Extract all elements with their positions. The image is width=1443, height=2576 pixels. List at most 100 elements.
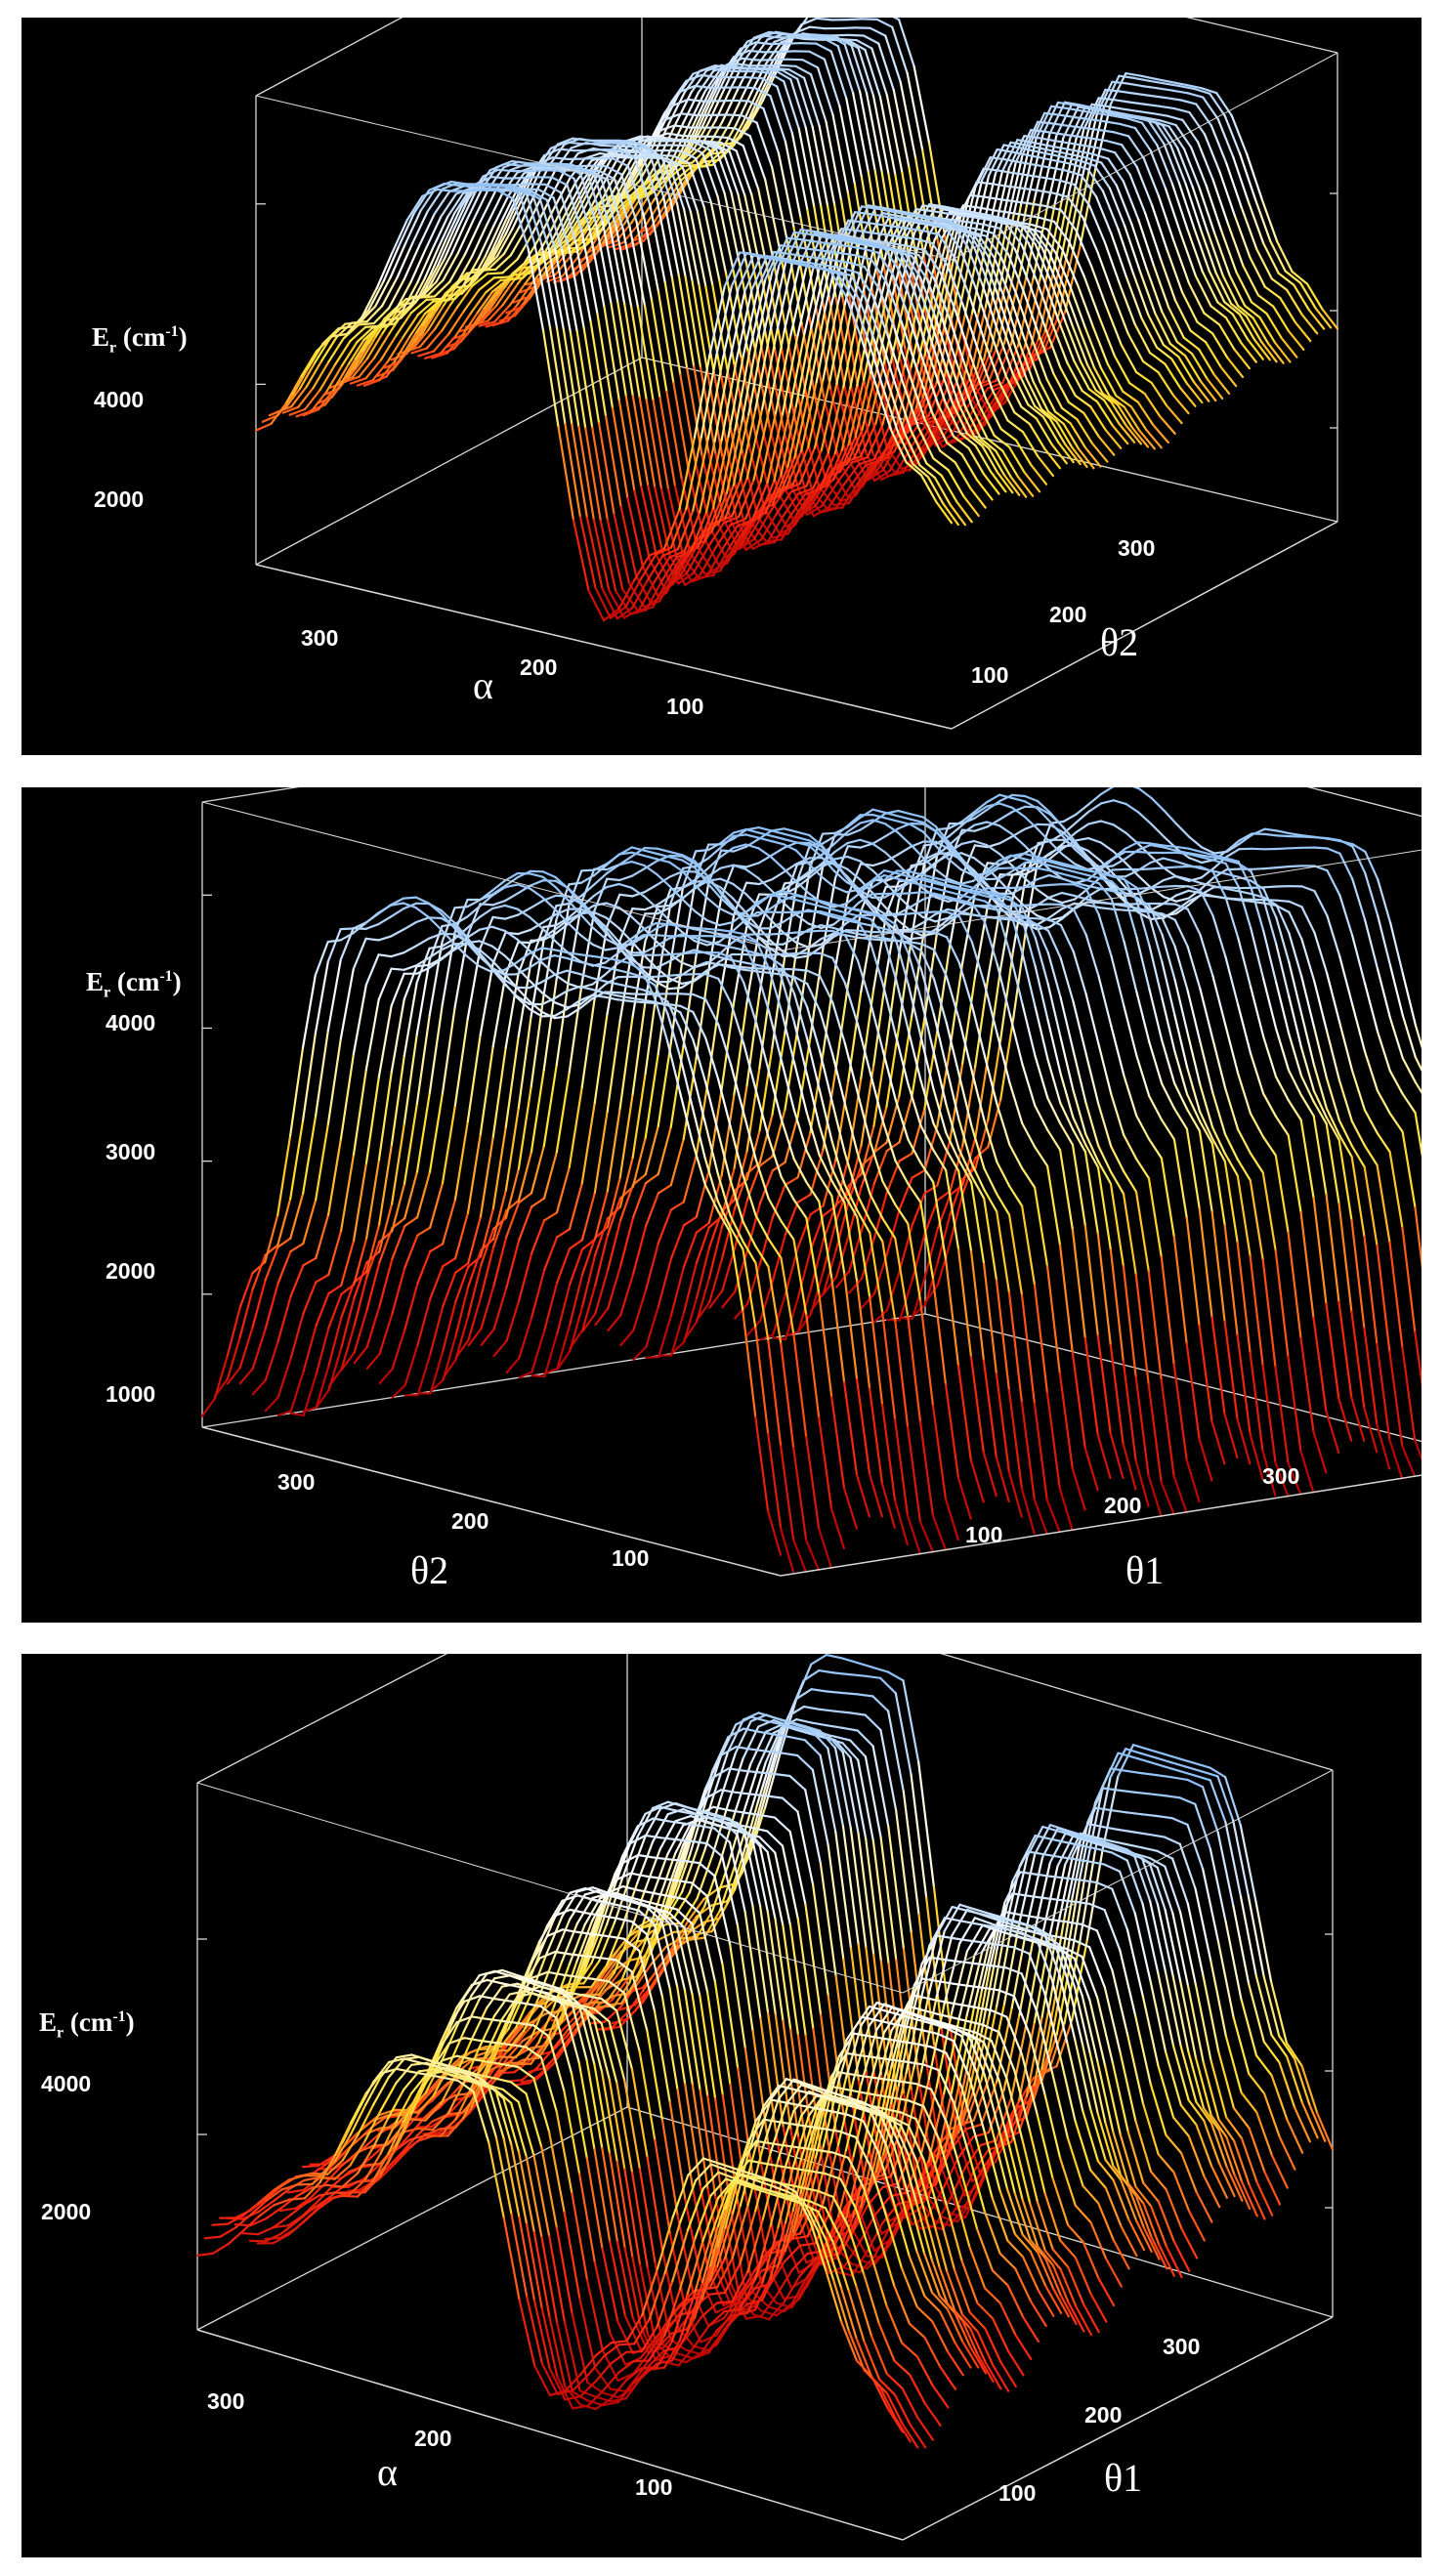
surface-segment	[1024, 144, 1042, 150]
surface-segment	[1046, 1128, 1062, 1152]
surface-segment	[696, 210, 714, 286]
surface-segment	[792, 1061, 808, 1115]
surface-segment	[779, 63, 797, 67]
surface-segment	[806, 896, 822, 903]
surface-segment	[1376, 1089, 1391, 1115]
surface-segment	[1300, 906, 1316, 934]
surface-segment	[591, 170, 610, 182]
surface-segment	[997, 870, 1013, 880]
surface-segment	[733, 1002, 748, 1096]
surface-segment	[968, 221, 987, 226]
surface-segment	[1085, 868, 1101, 874]
surface-segment	[844, 918, 860, 924]
surface-segment	[466, 915, 482, 930]
surface-segment	[881, 385, 900, 434]
surface-segment	[912, 64, 931, 145]
surface-segment	[398, 212, 415, 248]
surface-segment	[782, 492, 800, 518]
surface-segment	[593, 1190, 609, 1241]
surface-segment	[1141, 84, 1160, 90]
surface-segment	[1036, 807, 1051, 823]
surface-segment	[808, 841, 824, 852]
surface-segment	[454, 1285, 470, 1337]
surface-segment	[630, 305, 648, 401]
surface-segment	[1033, 149, 1051, 155]
surface-segment	[1021, 914, 1038, 925]
surface-segment	[312, 360, 330, 389]
surface-segment	[1338, 894, 1354, 937]
surface-segment	[1098, 147, 1117, 154]
surface-segment	[454, 1314, 470, 1361]
surface-segment	[479, 190, 496, 224]
surface-segment	[428, 1003, 444, 1094]
surface-segment	[802, 76, 821, 127]
surface-segment	[1388, 1151, 1404, 1230]
surface-segment	[818, 257, 836, 262]
surface-segment	[1313, 889, 1329, 917]
surface-segment	[453, 905, 469, 909]
surface-segment	[1123, 1004, 1138, 1057]
surface-segment	[466, 899, 482, 908]
surface-segment	[838, 436, 857, 473]
surface-segment	[836, 45, 855, 95]
surface-segment	[744, 833, 760, 839]
surface-segment	[822, 965, 837, 1055]
surface-segment	[588, 148, 607, 151]
surface-segment	[1030, 464, 1048, 486]
surface-segment	[690, 510, 708, 553]
surface-segment	[579, 902, 595, 920]
surface-segment	[685, 73, 703, 82]
surface-segment	[1011, 805, 1027, 814]
surface-segment	[591, 926, 608, 941]
surface-segment	[1200, 892, 1215, 898]
surface-segment	[717, 943, 733, 949]
surface-segment	[833, 841, 849, 854]
surface-segment	[424, 352, 442, 359]
surface-segment	[1057, 319, 1076, 362]
surface-segment	[859, 335, 877, 386]
surface-segment	[681, 134, 700, 138]
surface-segment	[1325, 1107, 1340, 1136]
surface-segment	[700, 140, 718, 150]
surface-segment	[1125, 82, 1144, 88]
surface-segment	[567, 178, 585, 210]
surface-segment	[755, 121, 774, 168]
surface-segment	[362, 379, 381, 387]
surface-segment	[920, 215, 939, 221]
surface-segment	[809, 248, 828, 253]
surface-segment	[305, 359, 323, 388]
surface-segment	[996, 1161, 1011, 1188]
surface-segment	[1159, 119, 1177, 127]
surface-segment	[1275, 904, 1291, 914]
surface-segment	[1096, 1160, 1113, 1185]
surface-segment	[539, 166, 557, 169]
surface-segment	[1199, 856, 1214, 862]
surface-segment	[933, 887, 949, 893]
surface-segment	[1189, 329, 1208, 344]
surface-segment	[1054, 251, 1073, 289]
surface-segment	[748, 134, 767, 181]
surface-segment	[339, 358, 357, 386]
box-edge	[951, 52, 1338, 261]
surface-segment	[1162, 874, 1177, 882]
surface-segment	[956, 211, 975, 217]
surface-segment	[618, 1016, 634, 1110]
surface-segment	[834, 1158, 850, 1207]
surface-segment	[385, 356, 403, 378]
surface-segment	[796, 77, 814, 129]
surface-segment	[695, 157, 712, 203]
surface-segment	[692, 66, 710, 75]
surface-segment	[781, 68, 799, 80]
surface-segment	[695, 530, 713, 541]
surface-segment	[951, 241, 968, 318]
surface-segment	[885, 233, 904, 238]
surface-segment	[479, 962, 494, 1036]
surface-segment	[872, 1309, 889, 1324]
surface-segment	[580, 1192, 596, 1242]
surface-segment	[865, 298, 883, 341]
surface-segment	[478, 320, 496, 327]
surface-segment	[1174, 123, 1193, 148]
surface-segment	[852, 92, 870, 173]
surface-segment	[655, 934, 670, 938]
surface-segment	[1078, 159, 1096, 167]
